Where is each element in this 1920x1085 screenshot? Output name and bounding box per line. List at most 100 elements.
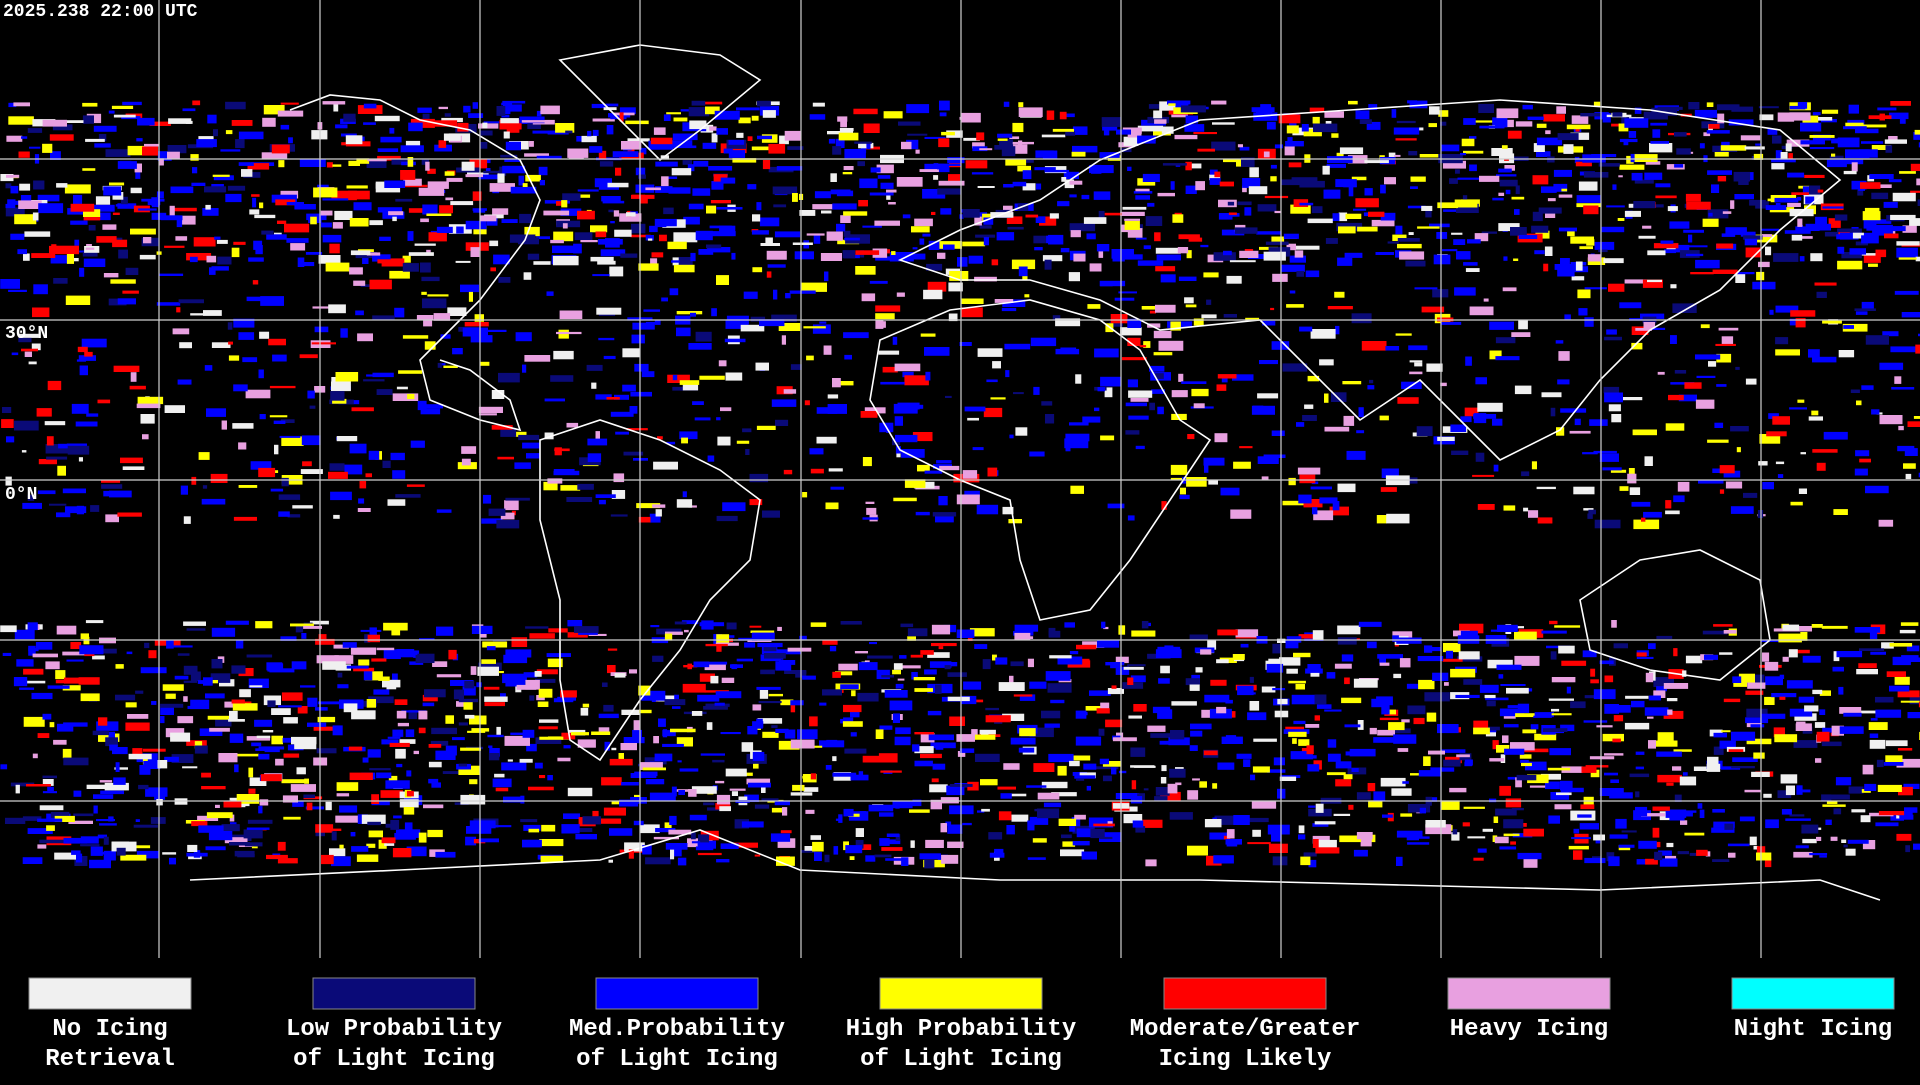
icing-patch xyxy=(183,696,188,702)
icing-patch xyxy=(385,780,409,789)
icing-patch xyxy=(183,622,206,626)
icing-patch xyxy=(1360,119,1372,124)
icing-patch xyxy=(1130,765,1154,768)
icing-patch xyxy=(187,628,206,630)
icing-patch xyxy=(1200,245,1208,247)
icing-patch xyxy=(1323,166,1330,175)
icing-patch xyxy=(1284,234,1299,239)
icing-patch xyxy=(1456,251,1471,259)
icing-patch xyxy=(1155,266,1175,271)
icing-patch xyxy=(355,311,364,316)
icing-patch xyxy=(1296,422,1304,427)
icing-patch xyxy=(756,719,763,729)
icing-patch xyxy=(159,274,183,276)
icing-patch xyxy=(1633,201,1655,208)
icing-patch xyxy=(690,313,696,317)
icing-patch xyxy=(1463,679,1482,685)
icing-patch xyxy=(560,311,583,320)
icing-patch xyxy=(1604,387,1620,393)
icing-patch xyxy=(53,278,67,284)
icing-patch xyxy=(1517,775,1537,780)
icing-patch xyxy=(1559,228,1577,232)
icing-patch xyxy=(1667,710,1672,715)
icing-patch xyxy=(170,733,190,742)
icing-patch xyxy=(1735,367,1739,370)
icing-patch xyxy=(1762,653,1769,662)
icing-patch xyxy=(10,234,24,240)
icing-patch xyxy=(1087,304,1100,309)
icing-patch xyxy=(94,806,98,814)
icing-patch xyxy=(501,762,526,770)
icing-patch xyxy=(892,670,901,675)
icing-patch xyxy=(1239,446,1252,448)
icing-patch xyxy=(1408,345,1427,350)
icing-patch xyxy=(1072,146,1097,153)
icing-patch xyxy=(940,208,951,214)
icing-patch xyxy=(366,473,373,477)
icing-patch xyxy=(1606,329,1617,334)
icing-patch xyxy=(315,327,329,333)
icing-patch xyxy=(826,765,832,770)
icing-patch xyxy=(190,313,215,315)
icing-patch xyxy=(1851,809,1865,812)
icing-patch xyxy=(1288,681,1306,684)
icing-patch xyxy=(397,387,408,390)
icing-patch xyxy=(1609,792,1633,798)
icing-patch xyxy=(840,684,859,689)
icing-patch xyxy=(1797,400,1804,403)
icing-patch xyxy=(328,304,346,313)
icing-patch xyxy=(369,768,390,770)
icing-patch xyxy=(1720,465,1735,473)
icing-patch xyxy=(196,139,217,147)
icing-patch xyxy=(1356,110,1370,119)
icing-patch xyxy=(233,242,245,245)
icing-patch xyxy=(824,272,828,282)
icing-patch xyxy=(212,266,229,270)
icing-patch xyxy=(1244,207,1251,215)
icing-patch xyxy=(879,351,900,355)
icing-patch xyxy=(907,134,927,136)
icing-patch xyxy=(98,400,111,404)
icing-patch xyxy=(1791,192,1809,195)
icing-patch xyxy=(974,735,995,740)
icing-patch xyxy=(1300,857,1310,866)
icing-patch xyxy=(651,138,673,145)
icing-patch xyxy=(1686,656,1702,664)
icing-patch xyxy=(689,204,704,210)
icing-patch xyxy=(1046,236,1054,243)
icing-patch xyxy=(1,419,14,428)
icing-patch xyxy=(1256,110,1272,119)
icing-patch xyxy=(1877,760,1884,767)
icing-patch xyxy=(1500,180,1518,187)
icing-patch xyxy=(1128,716,1142,719)
icing-patch xyxy=(767,251,787,260)
icing-patch xyxy=(1590,756,1614,759)
icing-patch xyxy=(77,506,84,515)
icing-patch xyxy=(784,470,792,474)
icing-patch xyxy=(1528,510,1538,518)
icing-patch xyxy=(775,661,791,670)
icing-patch xyxy=(1307,745,1314,754)
icing-patch xyxy=(663,208,674,215)
icing-patch xyxy=(143,237,151,243)
icing-patch xyxy=(566,497,592,502)
icing-patch xyxy=(1815,758,1821,763)
icing-patch xyxy=(1342,381,1361,384)
icing-patch xyxy=(1265,196,1288,198)
icing-patch xyxy=(205,365,213,371)
icing-patch xyxy=(464,681,474,689)
icing-patch xyxy=(43,714,52,720)
icing-patch xyxy=(1901,655,1919,661)
icing-patch xyxy=(466,221,487,230)
icing-patch xyxy=(539,737,563,740)
icing-patch xyxy=(1237,202,1251,206)
icing-patch xyxy=(423,703,435,707)
icing-patch xyxy=(118,298,136,304)
icing-patch xyxy=(963,209,980,218)
icing-patch xyxy=(1362,341,1387,351)
icing-patch xyxy=(188,706,193,709)
icing-patch xyxy=(337,436,358,441)
icing-patch xyxy=(407,791,414,797)
icing-patch xyxy=(1192,778,1200,780)
icing-patch xyxy=(652,504,665,507)
